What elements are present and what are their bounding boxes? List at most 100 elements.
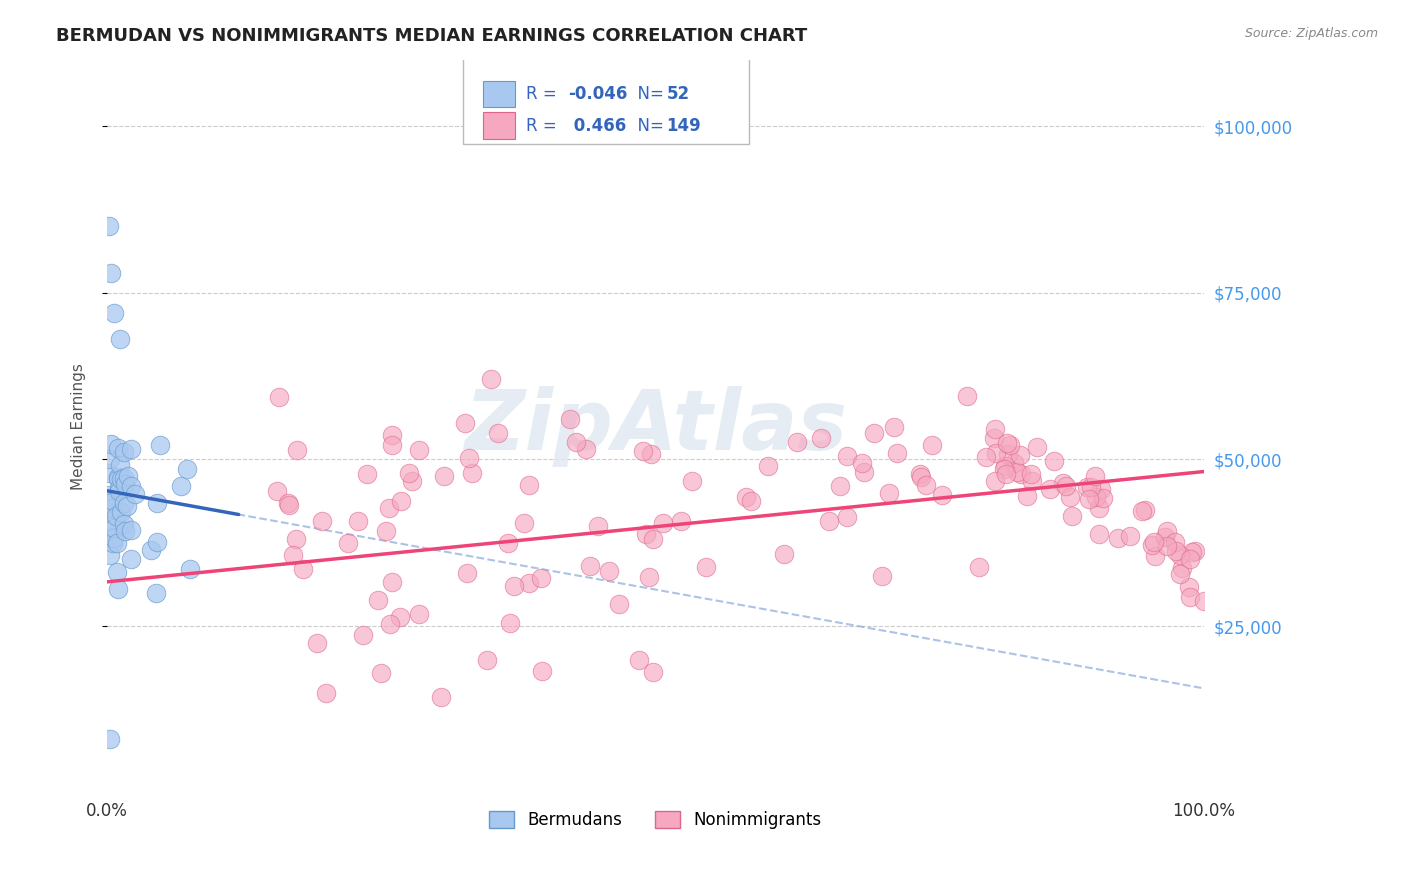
Point	[266, 483, 288, 498]
Point	[269, 390, 291, 404]
Point	[640, 447, 662, 461]
Point	[1021, 475, 1043, 489]
Point	[810, 431, 832, 445]
Point	[628, 653, 651, 667]
Point	[1170, 561, 1192, 575]
Point	[558, 412, 581, 426]
FancyBboxPatch shape	[484, 112, 515, 139]
Point	[107, 442, 129, 456]
Point	[588, 519, 610, 533]
Point	[139, 542, 162, 557]
Point	[1088, 527, 1111, 541]
Point	[120, 442, 142, 456]
Point	[517, 576, 540, 591]
Point	[921, 438, 943, 452]
Point	[773, 547, 796, 561]
FancyBboxPatch shape	[484, 81, 515, 107]
Point	[1140, 538, 1163, 552]
Point	[598, 565, 620, 579]
Point	[575, 442, 598, 457]
Point	[883, 420, 905, 434]
Point	[1181, 544, 1204, 558]
Point	[408, 443, 430, 458]
Point	[101, 500, 124, 515]
Point	[641, 532, 664, 546]
Point	[356, 467, 378, 482]
Point	[381, 428, 404, 442]
Point	[284, 533, 307, 547]
Point	[1010, 467, 1032, 481]
Point	[370, 665, 392, 680]
Point	[458, 450, 481, 465]
Point	[430, 690, 453, 704]
Point	[1178, 552, 1201, 566]
Text: R =: R =	[526, 85, 562, 103]
Point	[1000, 438, 1022, 452]
Point	[107, 471, 129, 485]
Point	[1084, 469, 1107, 483]
Point	[378, 616, 401, 631]
Point	[285, 443, 308, 458]
Point	[967, 559, 990, 574]
Point	[638, 570, 661, 584]
Point	[1154, 530, 1177, 544]
Point	[101, 535, 124, 549]
Point	[100, 517, 122, 532]
Point	[292, 562, 315, 576]
Point	[176, 462, 198, 476]
Point	[910, 469, 932, 483]
Point	[408, 607, 430, 622]
Point	[499, 615, 522, 630]
Point	[461, 466, 484, 480]
Point	[145, 585, 167, 599]
Point	[107, 470, 129, 484]
Point	[114, 524, 136, 538]
Point	[818, 514, 841, 528]
Point	[1002, 456, 1025, 470]
Text: 52: 52	[666, 85, 689, 103]
Point	[1084, 490, 1107, 504]
Y-axis label: Median Earnings: Median Earnings	[72, 363, 86, 490]
Point	[98, 496, 121, 510]
Point	[1039, 482, 1062, 496]
Point	[983, 421, 1005, 435]
Point	[103, 531, 125, 545]
Point	[1130, 504, 1153, 518]
Point	[146, 534, 169, 549]
Point	[872, 568, 894, 582]
Point	[502, 579, 524, 593]
Point	[112, 444, 135, 458]
Point	[984, 445, 1007, 459]
Point	[631, 444, 654, 458]
Point	[1178, 590, 1201, 604]
Point	[634, 526, 657, 541]
Point	[101, 530, 124, 544]
Text: R =: R =	[526, 117, 562, 135]
Point	[1042, 454, 1064, 468]
Point	[1080, 480, 1102, 494]
Text: Source: ZipAtlas.com: Source: ZipAtlas.com	[1244, 27, 1378, 40]
Point	[114, 477, 136, 491]
Point	[1156, 539, 1178, 553]
Point	[352, 628, 374, 642]
Point	[995, 436, 1018, 450]
Point	[756, 458, 779, 473]
Point	[517, 477, 540, 491]
Point	[1119, 529, 1142, 543]
Point	[1184, 544, 1206, 558]
Point	[98, 506, 121, 520]
Text: 149: 149	[666, 117, 702, 135]
Point	[1168, 548, 1191, 562]
Point	[908, 467, 931, 482]
Point	[984, 475, 1007, 489]
Point	[378, 501, 401, 516]
Point	[367, 592, 389, 607]
Point	[389, 494, 412, 508]
Point	[1008, 448, 1031, 462]
Point	[1076, 480, 1098, 494]
Point	[401, 475, 423, 489]
Point	[112, 516, 135, 531]
Point	[283, 548, 305, 562]
Point	[475, 653, 498, 667]
Point	[974, 450, 997, 464]
